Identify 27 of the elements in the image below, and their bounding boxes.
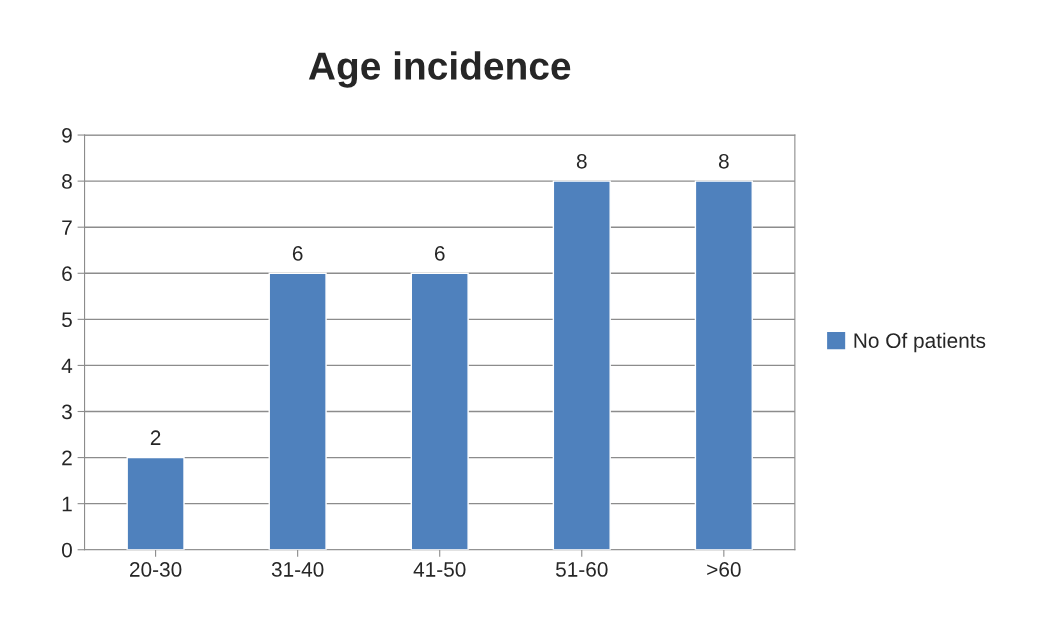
y-tick-label: 2 <box>62 450 72 466</box>
data-label: 6 <box>434 246 445 261</box>
y-tick-label: 9 <box>62 128 72 143</box>
bar <box>126 456 185 550</box>
y-tick-label: 3 <box>61 404 72 420</box>
bar <box>268 272 327 550</box>
x-tick-label: 31-40 <box>271 562 324 577</box>
y-tick-label: 5 <box>62 312 72 328</box>
x-tick-label: 41-50 <box>413 562 466 577</box>
bar <box>410 272 469 550</box>
y-tick-label: 7 <box>62 220 72 235</box>
x-tick-label: 20-30 <box>130 562 182 577</box>
x-tick-label: >60 <box>707 562 741 577</box>
bar <box>694 180 753 550</box>
legend-label: No Of patients <box>854 332 986 353</box>
data-label: 2 <box>150 430 161 445</box>
data-label: 8 <box>718 153 729 169</box>
y-tick-label: 6 <box>62 266 72 282</box>
data-label: 8 <box>576 153 587 169</box>
y-tick-label: 4 <box>61 358 73 373</box>
y-tick-label: 8 <box>62 174 72 189</box>
y-tick-label: 0 <box>61 542 72 558</box>
x-tick-label: 51-60 <box>555 562 608 577</box>
chart-title: Age incidence <box>308 51 571 88</box>
data-label: 6 <box>292 246 303 261</box>
bar <box>552 180 611 550</box>
y-tick-label: 1 <box>62 496 72 512</box>
